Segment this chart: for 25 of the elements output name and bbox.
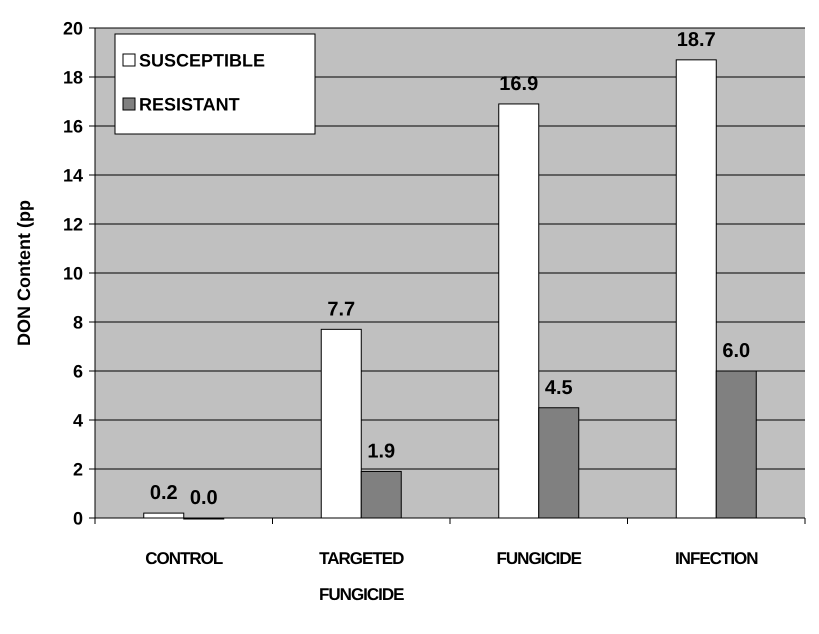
x-tick-label: FUNGICIDE — [496, 549, 582, 568]
y-tick-label: 8 — [72, 312, 83, 332]
y-tick-label: 2 — [72, 459, 83, 480]
x-tick-label: TARGETED FUNGICIDE — [319, 549, 404, 604]
legend-label: RESISTANT — [139, 94, 240, 114]
y-tick-label: 4 — [72, 410, 83, 430]
legend-label: SUSCEPTIBLE — [139, 50, 266, 70]
data-label: 4.5 — [544, 376, 573, 399]
data-label: 0.2 — [150, 482, 178, 504]
data-label: 7.7 — [327, 298, 356, 320]
y-tick-label: 0 — [72, 508, 83, 528]
data-label: 1.9 — [367, 440, 396, 462]
data-label: 18.7 — [676, 28, 716, 51]
y-tick-label: 20 — [62, 18, 83, 38]
y-tick-label: 12 — [62, 214, 83, 234]
y-tick-label: 18 — [62, 67, 83, 88]
data-label: 6.0 — [722, 340, 750, 362]
data-label: 0.0 — [190, 487, 218, 509]
y-tick-label: 6 — [72, 361, 83, 382]
y-tick-label: 16 — [62, 116, 83, 136]
y-tick-label: 10 — [62, 263, 83, 284]
y-axis-title: DON Content (pp — [14, 200, 34, 346]
x-tick-label: INFECTION — [674, 549, 758, 568]
y-tick-label: 14 — [62, 165, 83, 186]
x-tick-label: CONTROL — [145, 549, 223, 568]
